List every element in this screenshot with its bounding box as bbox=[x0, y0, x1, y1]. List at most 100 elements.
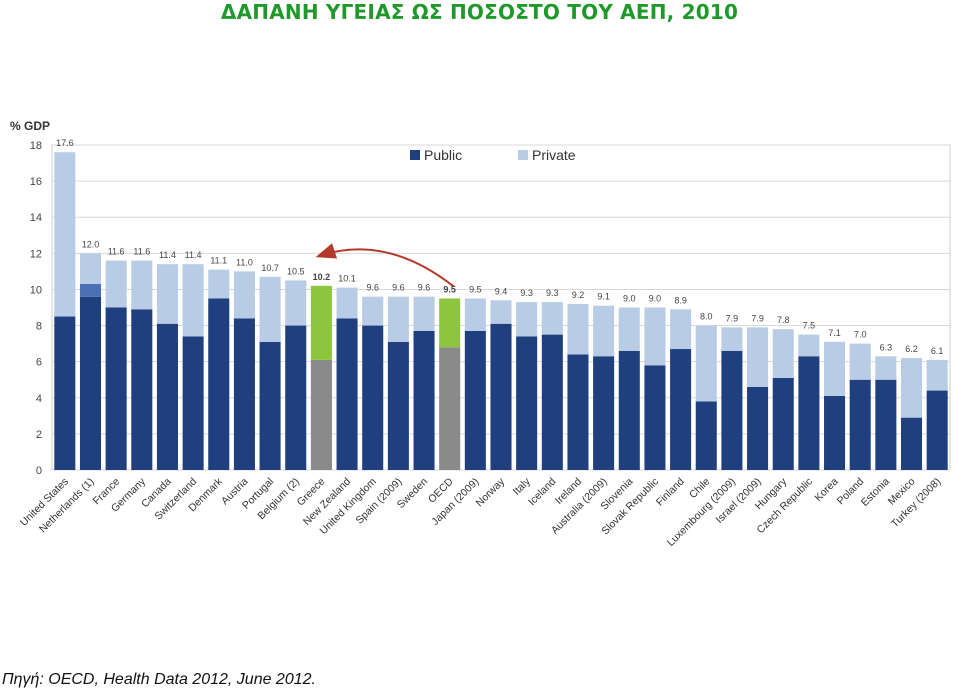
page-title: ΔΑΠΑΝΗ ΥΓΕΙΑΣ ΩΣ ΠΟΣΟΣΤΟ ΤΟΥ ΑΕΠ, 2010 bbox=[220, 0, 739, 24]
total-value-label: 17.6 bbox=[56, 138, 74, 148]
bar-private bbox=[875, 356, 897, 380]
health-expenditure-chart: 0 2 4 6 8 10 12 14 16 18 % GDP Public Private 17.… bbox=[10, 119, 951, 549]
bar-private bbox=[824, 341, 846, 396]
total-value-label: 9.5 bbox=[469, 284, 482, 294]
bar-public bbox=[310, 359, 332, 470]
bar-private bbox=[798, 334, 820, 357]
bar-private bbox=[413, 296, 435, 331]
bar-private bbox=[464, 298, 486, 331]
bar-public bbox=[721, 350, 743, 470]
y-tick-label: 10 bbox=[30, 284, 42, 296]
total-value-label: 9.0 bbox=[649, 294, 662, 304]
y-tick-label: 18 bbox=[30, 140, 42, 152]
bar-unallocated bbox=[79, 284, 102, 297]
total-value-label: 10.5 bbox=[287, 266, 305, 276]
bar-public bbox=[336, 318, 358, 470]
bar-public bbox=[644, 365, 666, 470]
total-value-label: 9.3 bbox=[520, 288, 533, 298]
bar-public bbox=[516, 336, 538, 470]
bar-private bbox=[926, 359, 948, 391]
bar-private bbox=[747, 327, 769, 387]
total-value-label: 9.3 bbox=[546, 288, 559, 298]
bar-public bbox=[772, 377, 794, 470]
bar-private bbox=[644, 307, 666, 366]
bar-private bbox=[490, 300, 512, 324]
total-value-label: 10.1 bbox=[338, 274, 356, 284]
total-value-label: 9.1 bbox=[597, 292, 610, 302]
bar-public bbox=[695, 401, 717, 470]
annotation-arrow bbox=[315, 243, 455, 288]
y-tick-label: 2 bbox=[36, 429, 42, 441]
total-value-label: 9.6 bbox=[418, 283, 431, 293]
total-value-label: 11.4 bbox=[185, 250, 202, 260]
bar-private bbox=[387, 296, 409, 342]
bar-public bbox=[54, 316, 76, 470]
bar-public bbox=[464, 330, 486, 470]
bar-private bbox=[567, 303, 589, 355]
bar-private bbox=[208, 269, 230, 299]
total-value-label: 6.1 bbox=[931, 346, 944, 356]
bar-public bbox=[900, 417, 923, 470]
y-tick-label: 12 bbox=[30, 248, 42, 260]
total-value-label: 7.5 bbox=[803, 321, 816, 331]
bar-public bbox=[259, 341, 281, 470]
bar-public bbox=[156, 323, 178, 470]
y-tick-label: 8 bbox=[36, 321, 42, 333]
bar-private bbox=[285, 280, 307, 326]
total-value-label: 9.5 bbox=[443, 284, 456, 294]
bar-public bbox=[593, 356, 615, 470]
total-value-label: 9.0 bbox=[623, 294, 636, 304]
category-label: Finland bbox=[654, 476, 687, 509]
y-tick-label: 14 bbox=[30, 212, 42, 224]
bar-private bbox=[233, 271, 255, 319]
bar-private bbox=[182, 264, 204, 337]
total-value-label: 12.0 bbox=[82, 239, 100, 249]
bar-public bbox=[362, 325, 384, 470]
bar-private bbox=[131, 260, 153, 310]
total-value-label: 7.9 bbox=[751, 313, 764, 323]
source-note: Πηγή: OECD, Health Data 2012, June 2012. bbox=[2, 671, 316, 688]
total-value-label: 10.2 bbox=[313, 272, 331, 282]
total-value-labels: 17.6 12.0 11.6 11.6 11.4 11.4 11.1 11.0 10.7 10.5… bbox=[56, 138, 943, 356]
bar-public bbox=[849, 379, 871, 470]
bar-public bbox=[105, 307, 127, 470]
total-value-label: 11.6 bbox=[108, 247, 125, 257]
total-value-label: 9.6 bbox=[392, 283, 405, 293]
legend-private-swatch bbox=[518, 150, 528, 160]
bar-private bbox=[618, 307, 640, 351]
bar-public bbox=[541, 334, 563, 470]
bar-public bbox=[875, 379, 897, 470]
bar-private bbox=[541, 302, 563, 335]
y-tick-label: 0 bbox=[36, 465, 42, 477]
bar-public bbox=[798, 356, 820, 470]
total-value-label: 6.2 bbox=[905, 344, 918, 354]
bar-public bbox=[233, 318, 255, 470]
bar-private bbox=[156, 264, 178, 324]
bar-private bbox=[439, 298, 461, 348]
total-value-label: 9.6 bbox=[366, 283, 379, 293]
bar-private bbox=[772, 329, 794, 378]
bar-public bbox=[824, 395, 846, 470]
legend-public-swatch bbox=[410, 150, 420, 160]
bar-private bbox=[593, 305, 615, 357]
bar-public bbox=[670, 349, 692, 470]
bar-public bbox=[439, 347, 461, 470]
total-value-label: 8.9 bbox=[674, 295, 687, 305]
bar-public bbox=[208, 298, 230, 470]
category-label: Estonia bbox=[859, 476, 892, 509]
bar-private bbox=[721, 327, 743, 351]
bar-private bbox=[362, 296, 384, 326]
bar-private bbox=[516, 302, 538, 337]
bar-private bbox=[670, 309, 692, 350]
total-value-label: 7.8 bbox=[777, 315, 790, 325]
total-value-label: 8.0 bbox=[700, 312, 713, 322]
bar-public bbox=[387, 341, 409, 470]
total-value-label: 6.3 bbox=[880, 342, 893, 352]
bar-public bbox=[413, 330, 435, 470]
total-value-label: 11.6 bbox=[133, 247, 150, 257]
bar-public bbox=[79, 296, 102, 470]
total-value-label: 7.9 bbox=[726, 313, 739, 323]
total-value-label: 7.1 bbox=[828, 328, 841, 338]
category-label: Iceland bbox=[526, 476, 559, 509]
bar-public bbox=[131, 309, 153, 470]
